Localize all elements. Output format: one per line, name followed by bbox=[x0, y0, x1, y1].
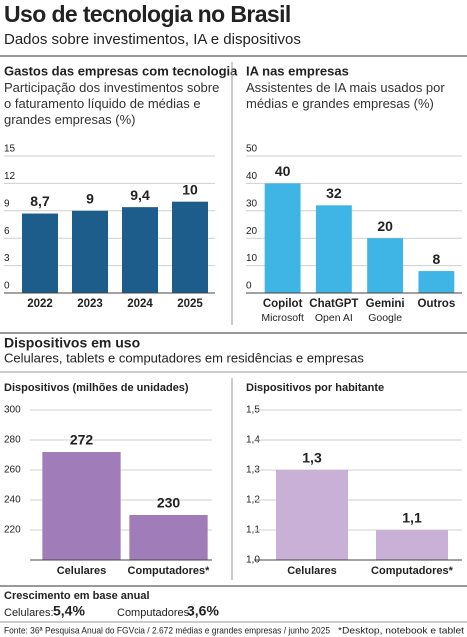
y-tick-label: 240 bbox=[4, 495, 21, 506]
x-tick-sublabel: Microsoft bbox=[261, 312, 304, 324]
value-label: 272 bbox=[70, 432, 94, 448]
subtitle: Dados sobre investimentos, IA e disposit… bbox=[4, 31, 301, 48]
bar bbox=[264, 183, 301, 293]
y-tick-label: 20 bbox=[246, 226, 258, 237]
title: Uso de tecnologia no Brasil bbox=[4, 1, 291, 27]
value-label: 8,7 bbox=[30, 193, 50, 209]
y-tick-label: 1,5 bbox=[246, 405, 260, 416]
y-tick-label: 1,1 bbox=[246, 525, 260, 536]
bar bbox=[22, 213, 58, 293]
x-tick-label: ChatGPT bbox=[309, 298, 358, 310]
section-title: Dispositivos em uso bbox=[4, 335, 140, 351]
x-tick-label: Computadores* bbox=[371, 565, 454, 577]
source: Fonte: 36ª Pesquisa Anual do FGVcia / 2.… bbox=[4, 626, 330, 637]
value-label: 20 bbox=[377, 218, 393, 234]
x-tick-label: 2025 bbox=[177, 298, 203, 310]
bar bbox=[172, 201, 208, 293]
y-tick-label: 1,3 bbox=[246, 465, 260, 476]
value-label: 40 bbox=[275, 163, 291, 179]
bar bbox=[129, 515, 208, 560]
bar bbox=[42, 452, 121, 560]
x-tick-label: Copilot bbox=[263, 298, 303, 310]
y-tick-label: 10 bbox=[246, 253, 258, 264]
y-tick-label: 40 bbox=[246, 171, 258, 182]
y-tick-label: 0 bbox=[246, 281, 252, 292]
growth-title: Crescimento em base anual bbox=[4, 590, 150, 602]
growth-label: Celulares: bbox=[4, 607, 54, 619]
y-tick-label: 260 bbox=[4, 465, 21, 476]
section-subtitle: Celulares, tablets e computadores em res… bbox=[4, 350, 364, 365]
chart-title: IA nas empresas bbox=[246, 63, 349, 78]
x-tick-label: Celulares bbox=[287, 565, 337, 577]
bar bbox=[315, 205, 352, 293]
value-label: 10 bbox=[182, 181, 198, 197]
y-tick-label: 0 bbox=[4, 281, 10, 292]
growth-value: 3,6% bbox=[187, 603, 219, 619]
x-tick-label: Outros bbox=[418, 298, 456, 310]
chart-title: Gastos das empresas com tecnologia bbox=[4, 63, 238, 78]
footnote: *Desktop, notebook e tablet bbox=[338, 626, 464, 637]
value-label: 9,4 bbox=[130, 187, 150, 203]
x-tick-label: 2024 bbox=[127, 298, 153, 310]
x-tick-sublabel: Open AI bbox=[315, 312, 353, 324]
y-tick-label: 1,0 bbox=[246, 555, 260, 566]
value-label: 32 bbox=[326, 185, 342, 201]
y-tick-label: 3 bbox=[4, 253, 10, 264]
value-label: 8 bbox=[432, 251, 440, 267]
chart-title: Dispositivos (milhões de unidades) bbox=[4, 382, 189, 394]
y-tick-label: 15 bbox=[4, 144, 16, 155]
chart-subtitle: Participação dos investimentos sobre o f… bbox=[4, 80, 220, 127]
growth-label: Computadores: bbox=[117, 607, 192, 619]
value-label: 1,3 bbox=[302, 450, 322, 466]
x-tick-label: 2022 bbox=[27, 298, 53, 310]
value-label: 9 bbox=[86, 191, 94, 207]
x-tick-sublabel: Google bbox=[368, 312, 402, 324]
growth-value: 5,4% bbox=[53, 603, 85, 619]
x-tick-label: Celulares bbox=[57, 565, 107, 577]
x-tick-label: Computadores* bbox=[128, 565, 211, 577]
bar bbox=[376, 530, 448, 560]
y-tick-label: 1,2 bbox=[246, 495, 260, 506]
y-tick-label: 280 bbox=[4, 435, 21, 446]
x-tick-label: Gemini bbox=[366, 298, 405, 310]
y-tick-label: 1,4 bbox=[246, 435, 260, 446]
y-tick-label: 50 bbox=[246, 144, 258, 155]
y-tick-label: 300 bbox=[4, 405, 21, 416]
chart-subtitle: Assistentes de IA mais usados por médias… bbox=[246, 80, 445, 111]
value-label: 230 bbox=[157, 495, 181, 511]
bar bbox=[418, 271, 455, 293]
chart-title: Dispositivos por habitante bbox=[246, 382, 384, 394]
bar bbox=[72, 210, 108, 293]
y-tick-label: 12 bbox=[4, 171, 16, 182]
bar bbox=[367, 238, 404, 293]
value-label: 1,1 bbox=[402, 510, 422, 526]
y-tick-label: 30 bbox=[246, 198, 258, 209]
y-tick-label: 220 bbox=[4, 525, 21, 536]
x-tick-label: 2023 bbox=[77, 298, 103, 310]
bar bbox=[122, 207, 158, 293]
y-tick-label: 9 bbox=[4, 198, 10, 209]
bar bbox=[276, 470, 348, 560]
y-tick-label: 6 bbox=[4, 226, 10, 237]
